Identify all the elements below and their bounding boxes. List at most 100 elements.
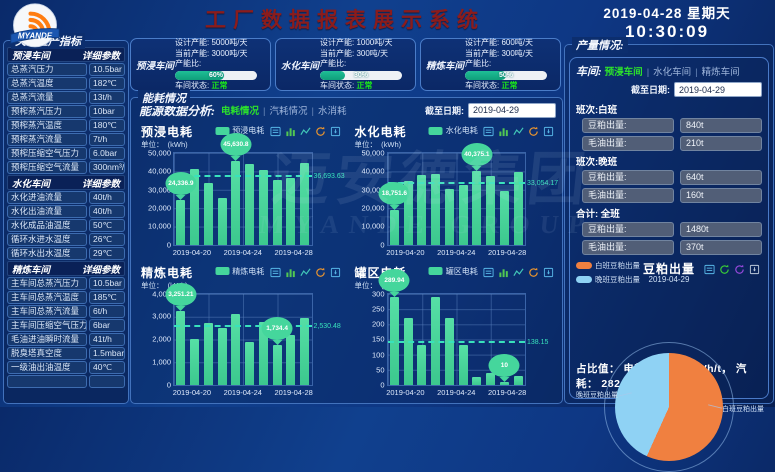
x-axis-tick: 2019-04-24 (223, 388, 262, 397)
energy-tab-2[interactable]: 汽耗情况 (269, 106, 308, 117)
bar[interactable] (389, 296, 399, 385)
bar[interactable] (286, 334, 296, 385)
bar[interactable] (417, 344, 427, 385)
bar[interactable] (403, 317, 413, 385)
data-view-icon[interactable] (704, 262, 715, 275)
bar[interactable] (190, 169, 200, 245)
switch-bar-icon[interactable] (498, 265, 509, 277)
data-view-icon[interactable] (269, 265, 281, 277)
bar[interactable] (444, 318, 454, 385)
bar[interactable] (513, 172, 523, 245)
data-view-icon[interactable] (269, 124, 281, 137)
restore-icon[interactable] (315, 265, 326, 277)
bar[interactable] (300, 163, 310, 245)
data-view-icon[interactable] (483, 124, 494, 137)
workshop-status-panel: 水化车间 设计产能: 1000吨/天 当前产能: 300吨/天 产能比: 30% 车间状态… (275, 38, 416, 91)
save-image-icon[interactable] (749, 262, 760, 275)
switch-line-icon[interactable] (299, 265, 311, 276)
chart-legend[interactable]: 罐区电耗 (428, 266, 478, 277)
pie-slices[interactable] (615, 353, 723, 461)
kpi-section-detail-label[interactable]: 详细参数 (81, 265, 120, 276)
save-image-icon[interactable] (543, 265, 554, 277)
bar[interactable] (190, 339, 200, 385)
bar[interactable] (217, 197, 227, 245)
bar[interactable] (203, 323, 213, 385)
data-view-icon[interactable] (483, 265, 494, 277)
pie-legend-item[interactable]: 晚班豆粕出量 (576, 274, 640, 285)
production-groups: 班次:白班 豆粕出量: 840t 毛油出量: 210t 班次:晚班 豆粕出量: 640t 毛油出… (576, 99, 762, 258)
save-image-icon[interactable] (543, 124, 554, 137)
bar[interactable] (245, 163, 255, 245)
chart-title: 精炼电耗 (141, 265, 194, 280)
average-line: 138.15 (387, 339, 548, 346)
kpi-value: 26℃ (89, 233, 125, 246)
bar[interactable] (272, 179, 282, 245)
bar[interactable] (176, 199, 186, 245)
restore-icon[interactable] (528, 265, 539, 277)
bar[interactable] (458, 345, 468, 385)
kpi-rows: 预浸车间 详细参数 总蒸汽压力 10.5bar 总蒸汽温度 182℃ 总蒸汽流量 13t/h 预… (7, 47, 125, 400)
x-axis-tick: 2019-04-20 (386, 388, 425, 397)
bar[interactable] (417, 174, 427, 245)
bar[interactable] (486, 372, 496, 385)
kpi-value: 41t/h (89, 333, 125, 346)
bar[interactable] (300, 317, 310, 385)
current-time: 10:30:09 (624, 22, 710, 41)
switch-bar-icon[interactable] (285, 124, 296, 137)
bar[interactable] (389, 210, 399, 245)
bar[interactable] (272, 345, 282, 385)
bar[interactable] (245, 341, 255, 385)
bar[interactable] (258, 322, 268, 385)
energy-date-input[interactable] (468, 102, 556, 118)
switch-line-icon[interactable] (513, 265, 524, 276)
restore-icon[interactable] (315, 124, 326, 136)
pie-legend-swatch (576, 276, 592, 283)
bar[interactable] (444, 188, 454, 245)
bar[interactable] (176, 310, 186, 385)
switch-line-icon[interactable] (299, 124, 311, 136)
bar[interactable] (513, 376, 523, 385)
bar[interactable] (472, 377, 482, 385)
save-image-icon[interactable] (330, 265, 341, 277)
bar[interactable] (258, 170, 268, 245)
production-date-input[interactable] (674, 82, 762, 97)
production-tab-2[interactable]: 水化车间 (653, 67, 692, 78)
bar[interactable] (431, 296, 441, 385)
chart-legend[interactable]: 精炼电耗 (215, 266, 264, 277)
bar[interactable] (403, 181, 413, 245)
production-tab-3[interactable]: 精炼车间 (701, 67, 740, 78)
chart-plot-area: 300 250 200 150 100 50 0 2019-04-20 2019-04-24 20… (372, 268, 548, 397)
kpi-value: 50℃ (89, 219, 125, 232)
bar[interactable] (499, 191, 509, 245)
restore-icon[interactable] (734, 262, 745, 274)
bar[interactable] (499, 381, 509, 385)
restore-icon[interactable] (528, 124, 539, 136)
production-label: 毛油出量: (582, 240, 674, 255)
pie-toolbox (704, 262, 760, 275)
bar[interactable] (217, 327, 227, 385)
kpi-section-detail-label[interactable]: 详细参数 (81, 179, 120, 190)
bar[interactable] (486, 175, 496, 245)
refresh-icon[interactable] (719, 262, 730, 274)
production-tab-1[interactable]: 预浸车间 (604, 67, 643, 78)
switch-bar-icon[interactable] (498, 124, 509, 137)
bar[interactable] (231, 314, 241, 385)
bar[interactable] (472, 170, 482, 245)
bar[interactable] (286, 177, 296, 245)
save-image-icon[interactable] (330, 124, 341, 137)
legend-swatch (428, 126, 443, 135)
bar[interactable] (431, 174, 441, 245)
chart-legend[interactable]: 水化电耗 (428, 125, 478, 136)
kpi-value: 182℃ (89, 77, 125, 90)
kpi-label: 水化出油流量 (7, 205, 87, 218)
switch-line-icon[interactable] (513, 124, 524, 136)
chart-legend[interactable]: 预浸电耗 (215, 125, 264, 136)
bar[interactable] (231, 161, 241, 245)
pie-legend-item[interactable]: 白班豆粕出量 (576, 260, 640, 271)
bar[interactable] (203, 183, 213, 245)
switch-bar-icon[interactable] (285, 265, 296, 277)
energy-tab-1[interactable]: 电耗情况 (221, 106, 260, 117)
bar[interactable] (458, 185, 468, 245)
energy-tab-3[interactable]: 水消耗 (317, 106, 347, 117)
kpi-section-detail-label[interactable]: 详细参数 (81, 51, 120, 62)
